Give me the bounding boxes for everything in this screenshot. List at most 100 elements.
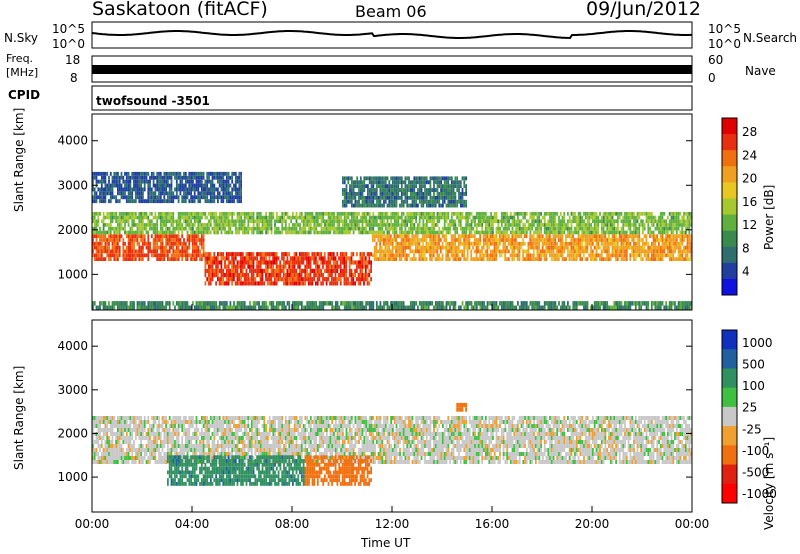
data-cell [195,249,198,254]
data-cell [99,249,101,254]
data-cell [190,195,192,200]
data-cell [274,305,276,310]
data-cell [95,253,98,258]
data-cell [156,249,159,254]
data-cell [95,199,98,204]
data-cell [600,253,603,258]
data-cell [263,256,266,261]
data-cell [129,241,132,246]
data-cell [325,212,328,216]
data-cell [215,187,217,192]
data-cell [188,253,191,258]
data-cell [307,256,310,261]
data-cell [217,195,219,200]
data-cell [329,260,331,265]
data-cell [531,219,534,224]
data-cell [304,215,307,220]
data-cell [233,183,235,188]
data-cell [250,264,253,269]
data-cell [240,281,242,286]
data-cell [395,226,398,231]
data-cell [184,249,187,254]
data-cell [445,253,448,258]
data-cell [145,223,148,227]
data-cell [272,268,274,273]
data-cell [383,192,385,196]
data-cell [667,215,669,220]
data-cell [665,226,667,231]
data-cell [224,219,226,224]
data-cell [586,249,589,254]
data-cell [213,301,216,306]
data-cell [445,203,448,208]
data-cell [102,234,105,239]
data-cell [309,219,312,224]
data-cell [499,230,501,235]
data-cell [361,219,364,224]
data-cell [381,192,384,196]
data-cell [199,215,201,220]
data-cell [611,223,614,227]
data-cell [524,230,526,235]
data-cell [302,226,305,231]
data-cell [352,281,355,286]
data-cell [549,219,551,224]
data-cell [122,241,125,246]
data-cell [122,301,125,306]
data-cell [424,184,426,189]
data-cell [284,212,287,216]
data-cell [506,238,508,242]
data-cell [100,191,103,196]
data-cell [236,179,239,184]
data-cell [279,301,282,306]
data-cell [465,223,467,227]
data-cell [556,223,559,227]
data-cell [575,253,578,258]
data-cell [618,215,621,220]
data-cell [411,212,414,216]
data-cell [197,245,200,250]
data-cell [224,212,226,216]
data-cell [517,226,519,231]
data-cell [118,301,121,306]
data-cell [447,215,450,220]
data-cell [436,184,439,189]
data-cell [179,183,182,188]
data-cell [190,199,192,204]
data-cell [370,195,373,200]
data-cell [429,241,431,246]
data-cell [425,230,428,235]
data-cell [222,183,225,188]
data-cell [447,203,450,208]
data-cell [397,180,400,185]
data-cell [552,223,555,227]
data-cell [274,281,276,286]
data-cell [484,249,487,254]
data-cell [475,212,478,216]
data-cell [295,301,298,306]
data-cell [175,183,178,188]
data-cell [343,223,346,227]
data-cell [279,273,282,278]
data-cell [172,215,175,220]
data-cell [354,199,357,204]
data-cell [668,245,671,250]
data-cell [102,179,105,184]
data-cell [200,241,203,246]
data-cell [136,223,139,227]
data-cell [643,223,646,227]
data-cell [677,253,680,258]
data-cell [493,241,496,246]
data-cell [675,238,678,242]
data-cell [518,253,521,258]
data-cell [133,305,135,310]
data-cell [629,230,632,235]
data-cell [575,238,578,242]
data-cell [313,273,315,278]
data-cell [633,241,635,246]
data-cell [384,195,387,200]
data-cell [108,305,110,310]
data-cell [565,257,567,261]
data-cell [631,249,633,254]
data-cell [402,253,405,258]
